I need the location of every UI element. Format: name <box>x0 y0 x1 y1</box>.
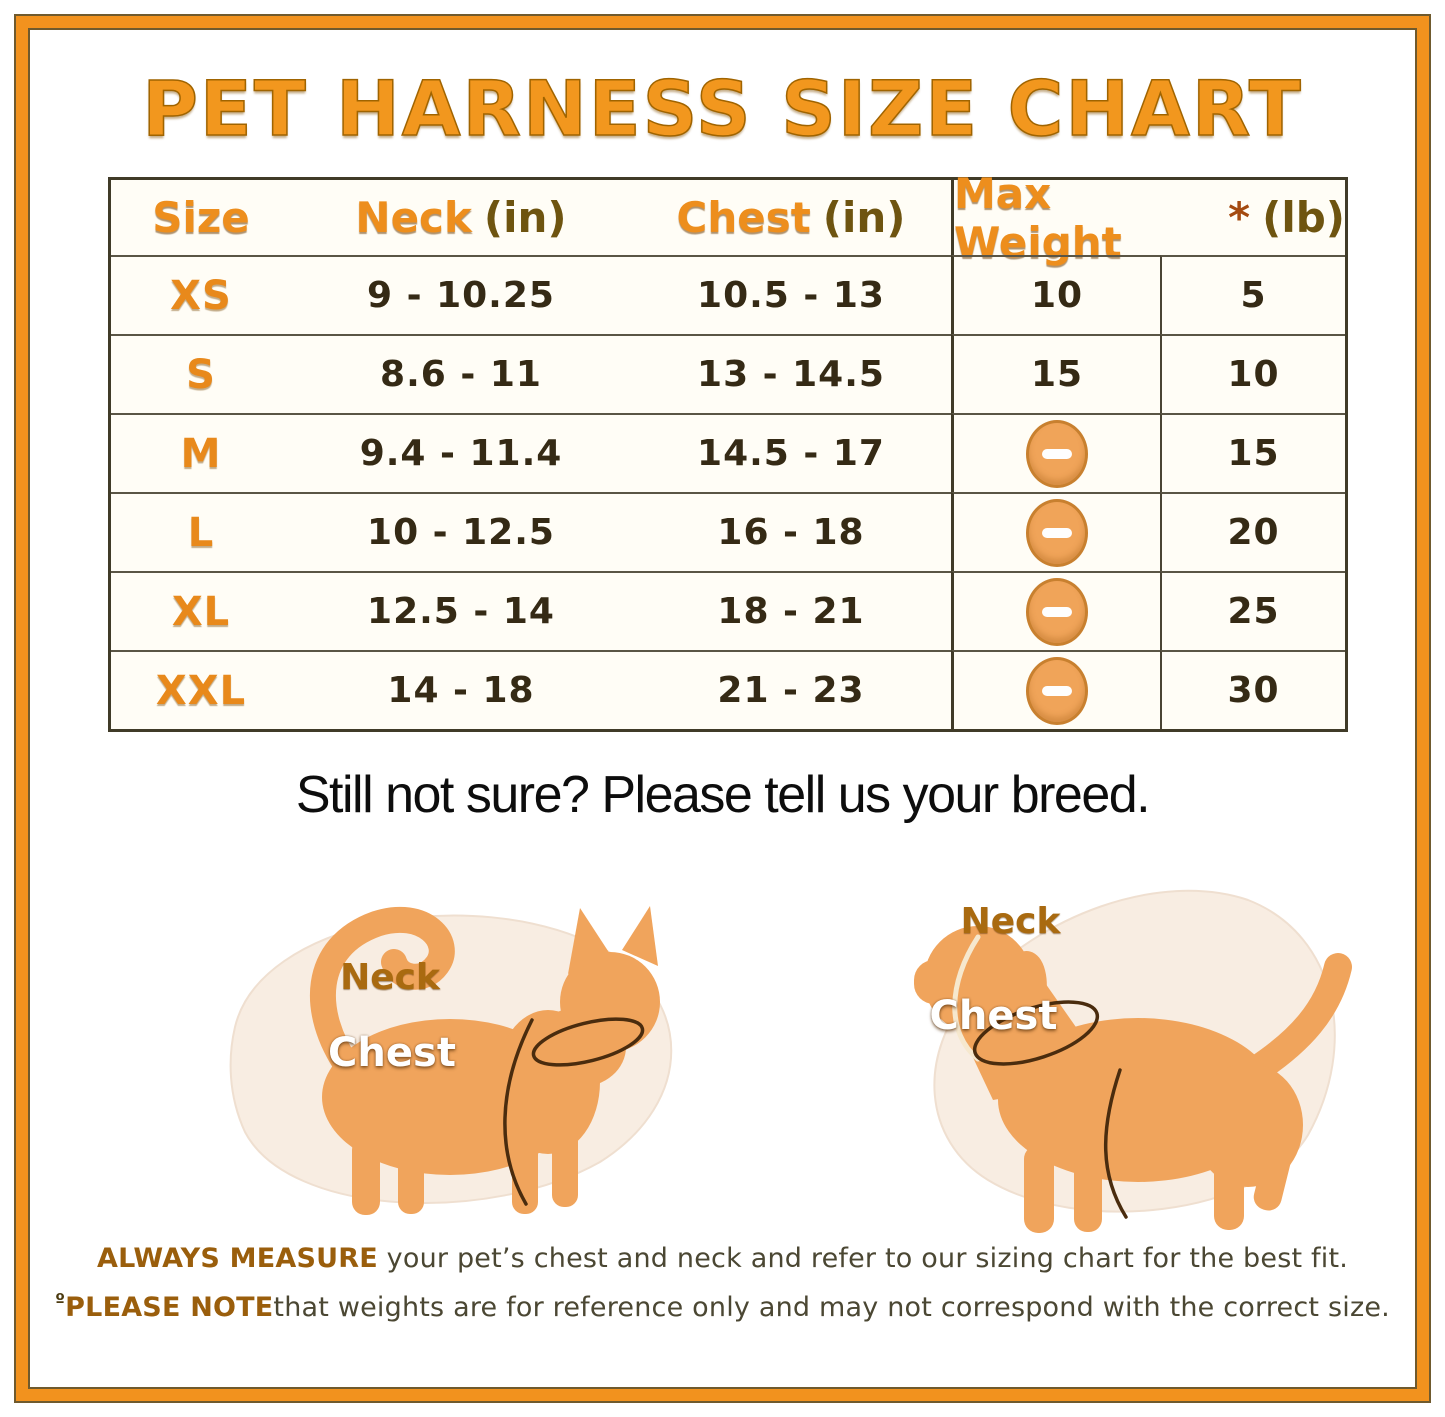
chest-cell: 18 - 21 <box>631 571 951 650</box>
chest-cell: 10.5 - 13 <box>631 255 951 334</box>
chest-cell: 14.5 - 17 <box>631 413 951 492</box>
col-header-chest: Chest (in) <box>631 180 951 255</box>
weight2-cell: 15 <box>1160 413 1345 492</box>
chest-cell: 13 - 14.5 <box>631 334 951 413</box>
neck-cell: 8.6 - 11 <box>291 334 631 413</box>
header-weight-unit: (lb) <box>1262 193 1345 242</box>
footnote-1-text: your pet’s chest and neck and refer to o… <box>377 1243 1349 1274</box>
header-size-label: Size <box>152 193 250 242</box>
header-neck-unit: (in) <box>483 193 567 242</box>
size-cell: XL <box>111 571 291 650</box>
col-header-neck: Neck (in) <box>291 180 631 255</box>
size-cell: XS <box>111 255 291 334</box>
header-chest-unit: (in) <box>822 193 906 242</box>
neck-cell: 12.5 - 14 <box>291 571 631 650</box>
footnote-line-1: ALWAYS MEASURE your pet’s chest and neck… <box>0 1238 1445 1280</box>
minus-icon <box>1026 577 1088 646</box>
header-neck-label: Neck <box>355 193 472 242</box>
footnote-1-lead: ALWAYS MEASURE <box>96 1243 378 1274</box>
size-table: Size Neck (in) Chest (in) Max Weight * (… <box>108 169 1348 732</box>
cat-chest-label: Chest <box>328 1030 456 1076</box>
weight2-cell: 25 <box>1160 571 1345 650</box>
minus-bar <box>1042 448 1072 459</box>
minus-icon <box>1026 419 1088 488</box>
neck-cell: 9.4 - 11.4 <box>291 413 631 492</box>
subtitle: Still not sure? Please tell us your bree… <box>295 766 1151 824</box>
weight1-cell <box>951 413 1160 492</box>
cat-neck-label: Neck <box>340 957 440 998</box>
size-cell: XXL <box>111 650 291 729</box>
weight2-cell: 30 <box>1160 650 1345 729</box>
footnotes: ALWAYS MEASURE your pet’s chest and neck… <box>0 1238 1445 1329</box>
weight1-cell <box>951 492 1160 571</box>
weight1-cell <box>951 650 1160 729</box>
minus-icon <box>1026 656 1088 725</box>
footnote-2-lead: PLEASE NOTE <box>65 1292 274 1323</box>
minus-bar <box>1042 685 1072 696</box>
chest-cell: 16 - 18 <box>631 492 951 571</box>
size-cell: L <box>111 492 291 571</box>
dog-illustration <box>914 889 1352 1233</box>
weight1-cell <box>951 571 1160 650</box>
cat-measurement-diagram: Neck Chest <box>140 852 700 1232</box>
dog-neck-label: Neck <box>960 901 1061 942</box>
size-cell: S <box>111 334 291 413</box>
weight1-cell: 10 <box>951 255 1160 334</box>
minus-icon <box>1026 498 1088 567</box>
neck-cell: 10 - 12.5 <box>291 492 631 571</box>
cat-illustration <box>229 906 673 1215</box>
neck-cell: 9 - 10.25 <box>291 255 631 334</box>
header-weight-asterisk: * <box>1228 193 1251 242</box>
dog-measurement-diagram: Neck Chest <box>828 845 1353 1240</box>
size-cell: M <box>111 413 291 492</box>
col-header-max-weight: Max Weight * (lb) <box>951 169 1345 267</box>
weight2-cell: 20 <box>1160 492 1345 571</box>
neck-cell: 14 - 18 <box>291 650 631 729</box>
weight2-cell: 5 <box>1160 255 1345 334</box>
weight1-cell: 15 <box>951 334 1160 413</box>
dog-chest-label: Chest <box>929 993 1058 1039</box>
footnote-line-2: ºPLEASE NOTEthat weights are for referen… <box>0 1280 1445 1329</box>
footnote-2-text: that weights are for reference only and … <box>273 1292 1390 1323</box>
chest-cell: 21 - 23 <box>631 650 951 729</box>
page-title: PET HARNESS SIZE CHART <box>141 63 1303 154</box>
header-chest-label: Chest <box>676 193 811 242</box>
minus-bar <box>1042 527 1072 538</box>
weight2-cell: 10 <box>1160 334 1345 413</box>
footnote-2-asterisk: º <box>55 1291 66 1311</box>
header-weight-label: Max Weight <box>954 168 1122 267</box>
minus-bar <box>1042 606 1072 617</box>
col-header-size: Size <box>111 180 291 255</box>
